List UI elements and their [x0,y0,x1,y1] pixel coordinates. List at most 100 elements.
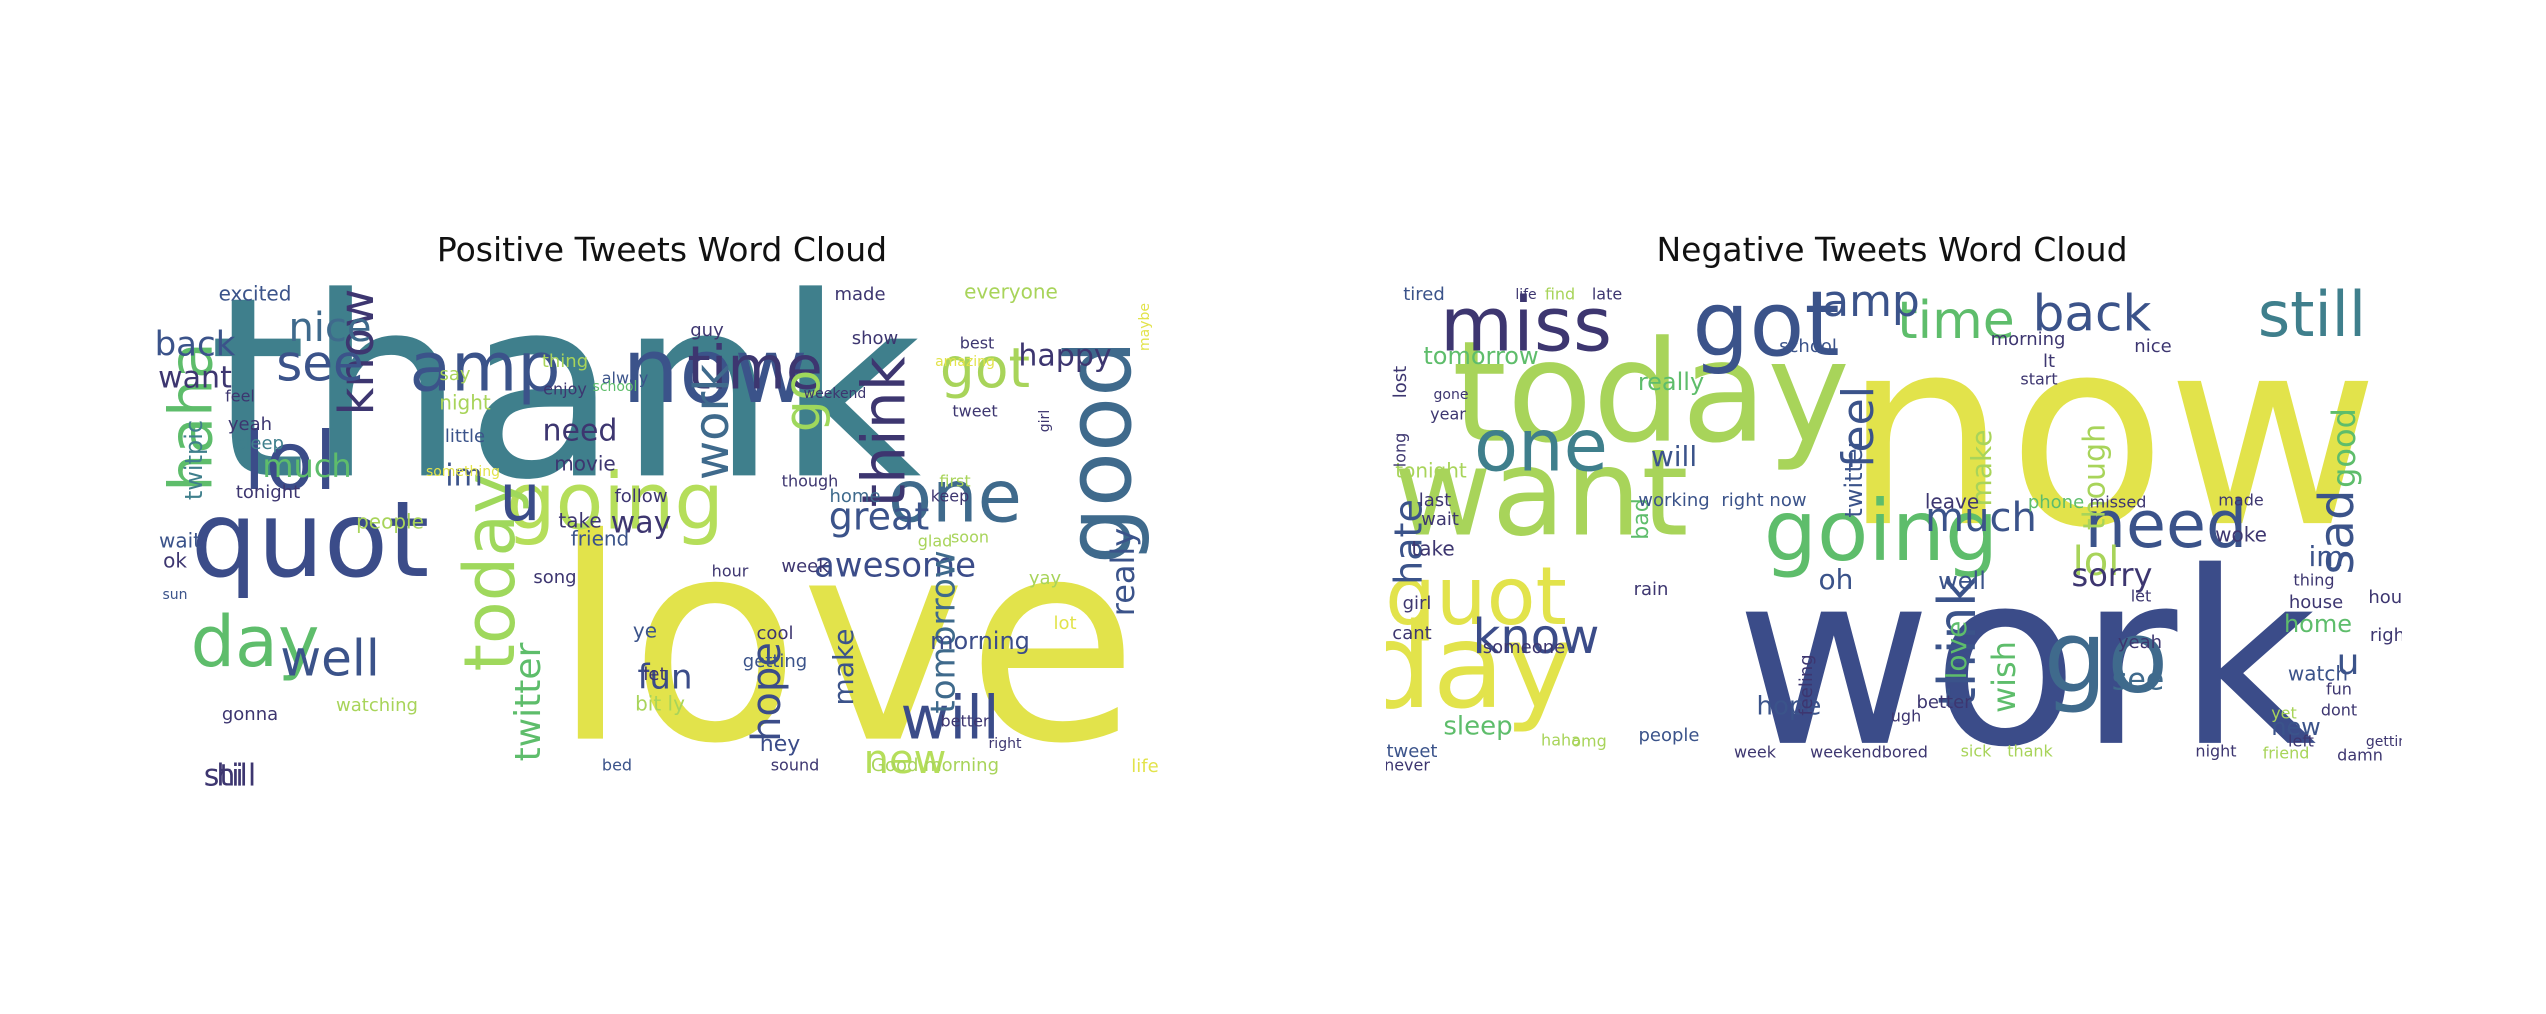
word-right: right [2370,625,2402,646]
word-night: night [439,391,491,415]
word-working: working [1638,490,1709,511]
word-much: much [1925,495,2037,541]
word-yay: yay [1029,568,1062,589]
word-see: see [276,335,364,393]
word-weekendbored: weekendbored [1810,743,1928,762]
word-awesome: awesome [814,546,976,586]
word-right: right [989,736,1022,752]
word-life: life [1515,287,1536,303]
word-wait: wait [1421,509,1459,530]
word-time: time [687,334,823,404]
word-find: find [1545,285,1575,304]
word-sound: sound [771,756,820,775]
word-lost: lost [1390,366,1411,398]
word-see: see [2112,663,2165,698]
word-enjoy: enjoy [543,380,587,399]
word-ugh: ugh [1891,707,1921,726]
word-haha: haha [157,342,227,492]
word-oh: oh [1819,563,1854,596]
word-sorry: sorry [2072,556,2153,594]
word-someone: someone [1483,637,1566,658]
word-tweet: tweet [952,402,997,421]
word-first: first [939,472,970,491]
word-people: people [356,510,424,534]
word-lt: lt [2043,351,2055,372]
word-one: one [888,455,1022,539]
word-way: way [611,506,672,541]
word-guy: guy [690,320,724,341]
word-ok: ok [163,549,187,573]
word-show: show [852,328,899,349]
word-start: start [2020,370,2057,389]
word-long: long [1391,433,1410,468]
word-well: well [280,630,379,688]
word-alway: alway [602,369,649,388]
word-better: better [1916,692,1972,713]
word-will: will [1651,440,1697,473]
word-getting: getting [743,651,807,672]
word-hope: hope [744,642,790,742]
word-got: got [940,336,1030,400]
word-make: make [1965,430,1998,507]
word-hey: hey [760,732,801,757]
word-yeah: yeah [2118,632,2162,653]
word-yet: yet [2271,704,2297,723]
word-phone: phone [2028,492,2084,513]
word-leave: leave [1925,490,1979,514]
word-sick: sick [1961,742,1993,761]
word-getting: getting [2366,734,2402,750]
word-lot: lot [1053,613,1076,634]
word-thing: thing [2293,571,2334,590]
word-nice: nice [2134,336,2171,357]
word-dont: dont [2321,701,2357,720]
word-going: going [506,457,724,547]
word-new: new [864,737,947,783]
word-never: never [1386,756,1430,775]
word-best: best [960,334,995,353]
word-house: house [2289,592,2343,613]
word-week: week [781,556,829,577]
word-fun: fun [2326,680,2352,699]
word-woke: woke [2215,523,2267,547]
word-friend: friend [571,527,630,551]
word-tomorrow: tomorrow [924,550,964,713]
word-people: people [1638,725,1699,746]
word-hour: hour [712,562,749,581]
word-bad: bad [1629,498,1654,539]
word-take: take [1411,537,1454,561]
word-really: really [1104,528,1142,616]
word-now: now [1843,283,2380,585]
word-night: night [2195,742,2236,761]
word-sleep: sleep [236,433,284,454]
word-home: home [829,486,880,507]
word-bed: bed [602,756,632,775]
word-tonight: tonight [1395,459,1467,483]
word-love: love [1940,621,1973,680]
word-home: home [2284,610,2352,638]
word-twitter: twitter [1840,438,1868,517]
word-watching: watching [336,695,418,716]
word-lol: lol [243,415,336,508]
word-friend: friend [2263,744,2310,763]
word-wish: wish [1985,641,2023,713]
word-time: time [1897,291,2014,351]
word-good: good [2325,408,2363,488]
word-one: one [1474,404,1608,488]
word-girl: girl [1403,593,1432,614]
word-hour: hour [2368,587,2402,608]
word-last: last [1419,490,1451,511]
word-hate: hate [1387,499,1431,585]
word-u: u [2337,642,2360,683]
word-glad: glad [918,532,953,551]
word-new: new [2271,713,2321,741]
word-now: now [622,319,808,424]
word-go: go [774,370,832,432]
word-want: want [158,361,232,396]
word-late: late [1592,285,1622,304]
word-watch: watch [2288,662,2348,686]
word-good-morning: Good morning [871,755,999,776]
word-know: know [329,289,385,416]
word-feeling: feeling [1796,654,1817,715]
